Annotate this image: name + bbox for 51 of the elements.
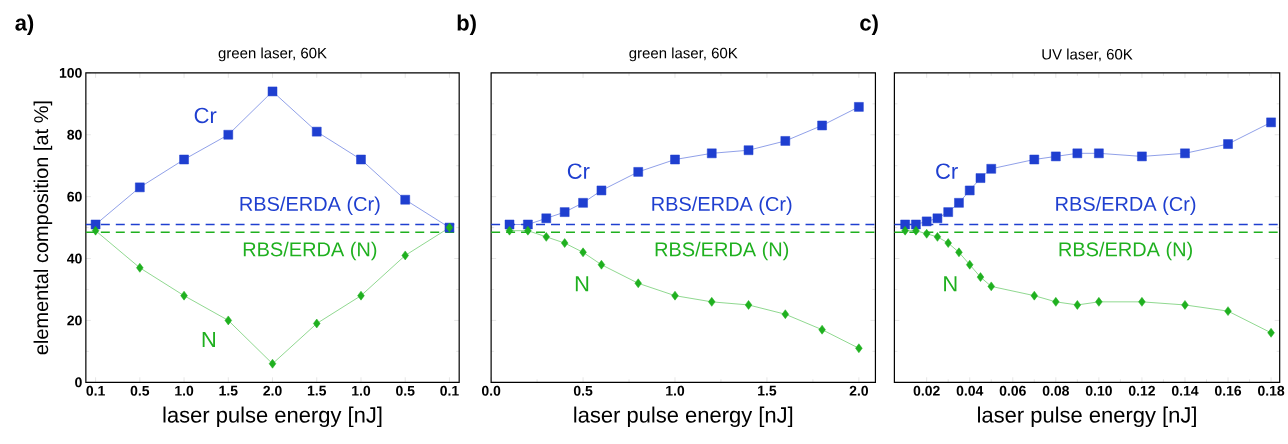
x-tick-label: 0.06 xyxy=(999,385,1026,396)
ref-line-label: RBS/ERDA (N) xyxy=(655,241,789,261)
x-tick-label: 0.5 xyxy=(396,385,415,396)
y-tick-label: 60 xyxy=(67,191,82,202)
y-tick-label: 80 xyxy=(67,129,82,140)
x-axis-title: laser pulse energy [nJ] xyxy=(978,406,1196,427)
y-tick-label: 40 xyxy=(67,253,82,264)
x-tick-label: 0.5 xyxy=(573,385,593,396)
series-label: N xyxy=(944,276,957,292)
y-tick-label: 20 xyxy=(67,315,82,326)
x-tick-label: 0.14 xyxy=(1171,385,1199,396)
ref-line-label: RBS/ERDA (Cr) xyxy=(1056,196,1196,215)
x-tick-label: 1.0 xyxy=(175,385,194,396)
x-tick-label: 0.18 xyxy=(1258,385,1285,396)
x-tick-label: 1.5 xyxy=(219,385,238,396)
x-tick-label: 0.12 xyxy=(1128,385,1155,396)
y-tick-label: 0 xyxy=(75,377,82,388)
y-tick-label: 100 xyxy=(59,67,82,78)
text: b) xyxy=(457,14,476,35)
x-axis-title: laser pulse energy [nJ] xyxy=(163,406,382,427)
series-label: Cr xyxy=(567,163,590,179)
x-tick-label: 0.04 xyxy=(956,385,984,396)
y-axis-title: elemental composition [at %] xyxy=(33,101,53,355)
x-tick-label: 0.08 xyxy=(1042,385,1069,396)
ref-line-label: RBS/ERDA (Cr) xyxy=(240,196,380,215)
x-tick-label: 0.02 xyxy=(913,385,940,396)
series-label: Cr xyxy=(194,107,217,124)
chart-title: green laser, 60K xyxy=(218,47,327,62)
ref-line-label: RBS/ERDA (N) xyxy=(243,241,377,261)
x-tick-label: 0.1 xyxy=(440,385,459,396)
x-tick-label: 1.5 xyxy=(307,385,327,396)
x-tick-label: 0.0 xyxy=(481,385,501,396)
x-tick-label: 0.5 xyxy=(130,385,150,396)
chart-title: UV laser, 60K xyxy=(1042,48,1133,62)
x-tick-label: 1.0 xyxy=(352,385,371,396)
x-tick-label: 0.10 xyxy=(1085,385,1112,396)
x-tick-label: 2.0 xyxy=(263,385,282,396)
series-label: Cr xyxy=(936,163,958,179)
ref-line-label: RBS/ERDA (Cr) xyxy=(652,196,792,215)
x-tick-label: 2.0 xyxy=(849,385,869,396)
series-label: N xyxy=(575,276,589,292)
x-axis-title: laser pulse energy [nJ] xyxy=(574,406,793,427)
chart-title: green laser, 60K xyxy=(629,47,738,62)
text: a) xyxy=(15,14,34,35)
x-tick-label: 1.5 xyxy=(758,385,777,396)
text: c) xyxy=(860,14,878,35)
x-tick-label: 0.1 xyxy=(86,385,105,396)
x-tick-label: 1.0 xyxy=(666,385,685,396)
ref-line-label: RBS/ERDA (N) xyxy=(1059,241,1192,261)
x-tick-label: 0.16 xyxy=(1214,385,1242,396)
series-label: N xyxy=(202,331,215,347)
